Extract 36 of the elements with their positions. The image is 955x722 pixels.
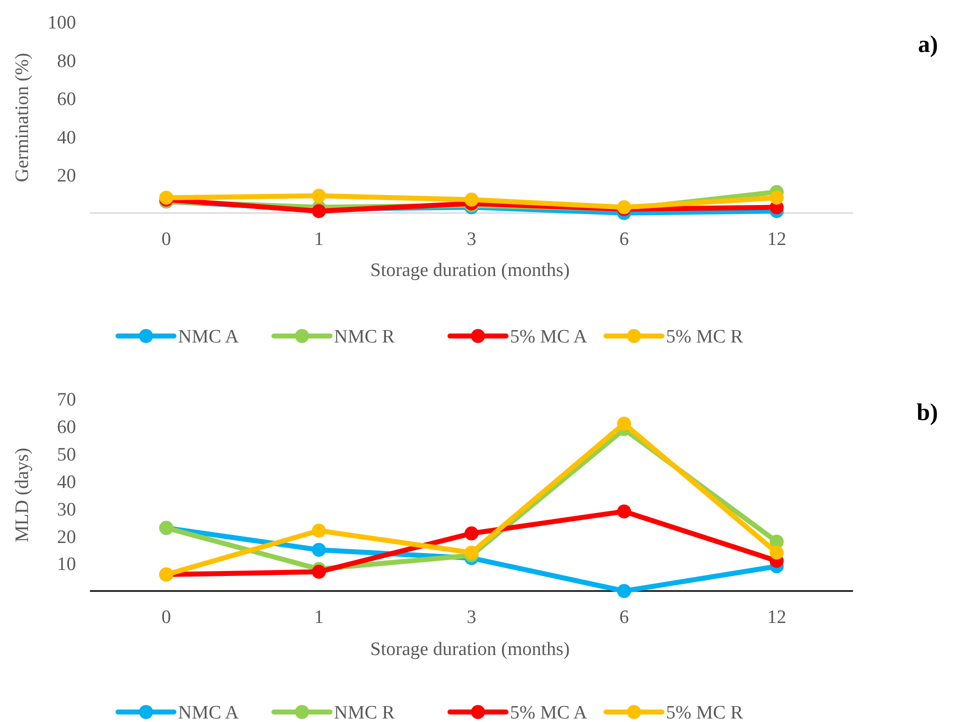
y-tick-label: 10 [57, 554, 76, 576]
text: b) [916, 400, 938, 426]
legend-label: NMC A [178, 326, 239, 348]
legend-label: 5% MC R [666, 702, 744, 722]
x-tick-label: 12 [767, 229, 786, 250]
y-tick-label: 50 [57, 444, 76, 466]
legend-label: NMC R [334, 326, 396, 348]
legend-label: 5% MC R [666, 326, 744, 348]
x-tick-label: 6 [619, 229, 629, 250]
y-axis-title: Germination (%) [12, 52, 33, 182]
y-tick-label: 60 [57, 89, 76, 110]
y-axis-title: MLD (days) [12, 448, 33, 542]
text: a) [918, 32, 938, 58]
x-axis-title: Storage duration (months) [370, 639, 570, 660]
y-tick-label: 20 [57, 526, 76, 548]
legend-label: NMC R [334, 702, 396, 722]
x-tick-label: 1 [314, 229, 324, 250]
legend-label: 5% MC A [510, 326, 588, 348]
x-tick-label: 0 [162, 607, 172, 628]
legend-label: NMC A [178, 702, 239, 722]
x-axis-title: Storage duration (months) [370, 260, 570, 281]
y-tick-label: 20 [57, 165, 76, 186]
x-tick-label: 12 [767, 607, 786, 628]
x-tick-label: 6 [619, 607, 629, 628]
y-tick-label: 40 [57, 127, 76, 148]
y-tick-label: 70 [57, 390, 76, 411]
y-tick-label: 30 [57, 499, 76, 520]
y-tick-label: 80 [57, 50, 76, 72]
x-tick-label: 0 [162, 229, 172, 250]
x-tick-label: 3 [466, 607, 476, 628]
legend-label: 5% MC A [510, 702, 588, 722]
x-tick-label: 1 [314, 607, 324, 628]
y-tick-label: 40 [57, 472, 76, 493]
x-tick-label: 3 [466, 229, 476, 250]
y-tick-label: 100 [48, 12, 76, 34]
y-tick-label: 60 [57, 417, 76, 438]
